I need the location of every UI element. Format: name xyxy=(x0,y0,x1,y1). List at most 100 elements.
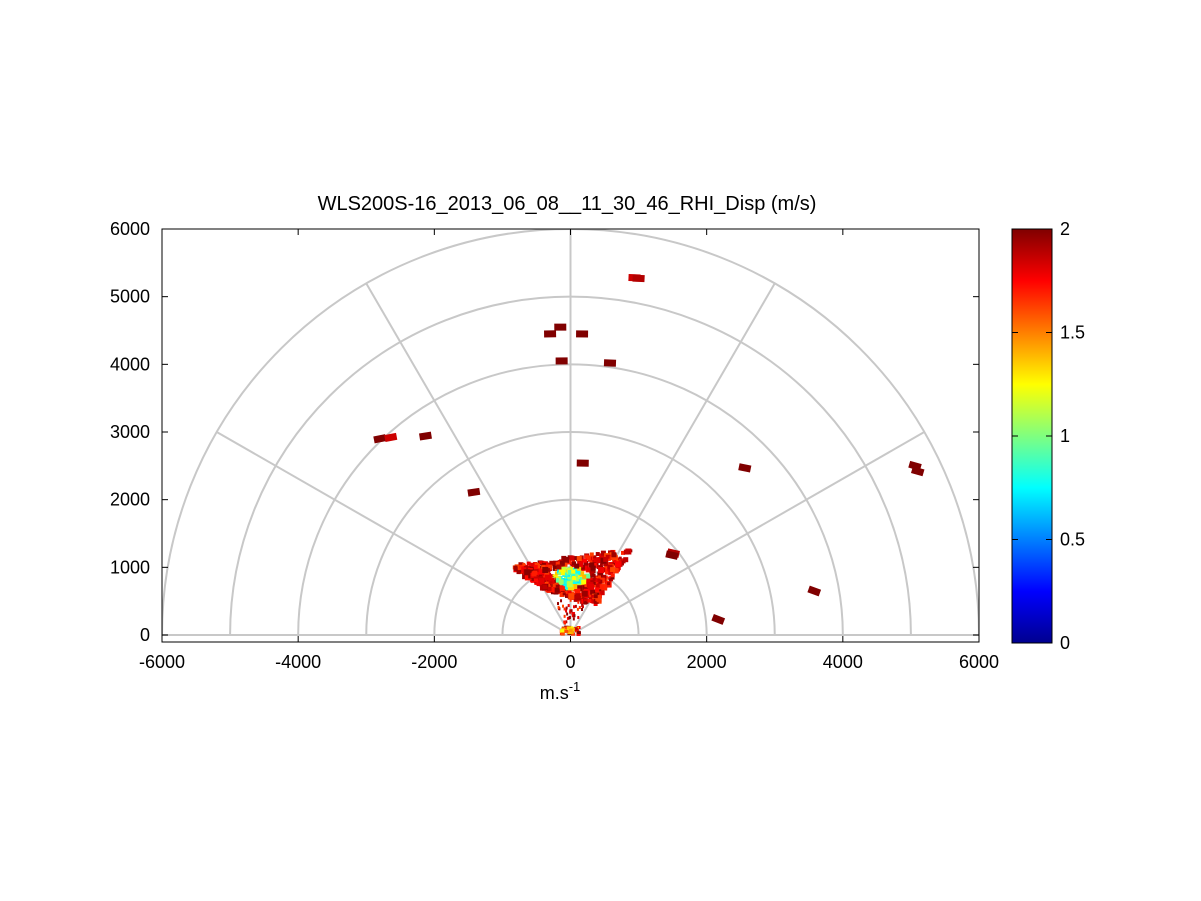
near-ray-cell xyxy=(572,605,575,609)
cluster-cell xyxy=(587,598,592,603)
cluster-cell xyxy=(589,552,594,557)
cluster-cell xyxy=(605,568,612,575)
cluster-cell xyxy=(590,565,596,571)
data-points xyxy=(373,273,925,625)
cluster-cell xyxy=(610,573,615,578)
cluster-cell xyxy=(570,595,575,600)
cluster-cell xyxy=(579,571,585,577)
cluster-cell xyxy=(610,567,616,573)
cluster-cell xyxy=(566,559,572,565)
cluster-cell xyxy=(554,587,560,593)
colorbar-tick-label: 1.5 xyxy=(1060,323,1085,343)
cluster-cell xyxy=(595,594,602,601)
data-point xyxy=(910,466,925,477)
cluster-cell xyxy=(605,554,610,559)
cluster-cell xyxy=(549,575,553,579)
cluster-cell xyxy=(618,556,622,560)
cluster-cell xyxy=(577,566,582,571)
data-point xyxy=(665,550,679,560)
cluster-cell xyxy=(571,561,576,566)
y-tick-label: 5000 xyxy=(110,287,150,307)
cluster-cell xyxy=(542,566,549,573)
cluster-cell xyxy=(575,593,581,599)
cluster-cell xyxy=(581,590,588,597)
cluster-cell xyxy=(597,575,601,579)
origin-cell xyxy=(564,626,569,630)
near-ray-cell xyxy=(565,609,568,613)
cluster-cell xyxy=(588,583,595,590)
cluster-cell xyxy=(531,571,537,577)
colorbar-axis: 0 0.5 1 1.5 2 xyxy=(1012,219,1085,653)
near-ray-cell xyxy=(572,617,575,621)
cluster-cell xyxy=(552,574,558,580)
cluster-cell xyxy=(581,598,585,602)
cluster-cell xyxy=(591,562,597,568)
cluster-cell xyxy=(593,598,599,604)
near-ray-cell xyxy=(573,612,576,616)
near-ray-cell xyxy=(574,604,577,608)
cluster-cell xyxy=(544,562,549,567)
data-point xyxy=(576,459,589,467)
cluster-cell xyxy=(580,577,586,583)
cluster-cell xyxy=(604,575,608,579)
origin-cell xyxy=(573,627,578,631)
cluster-cell xyxy=(564,572,569,577)
x-tick-label: -4000 xyxy=(275,652,321,672)
cluster-cell xyxy=(554,571,559,576)
near-ray-cell xyxy=(581,608,584,612)
cluster-cell xyxy=(569,555,575,561)
cluster-cell xyxy=(590,594,594,598)
cluster-cell xyxy=(593,602,598,607)
near-ray-cell xyxy=(567,604,570,608)
near-ray-cell xyxy=(557,605,560,609)
cluster-cell xyxy=(588,595,593,600)
colorbar xyxy=(1011,228,1053,644)
cluster-cell xyxy=(607,582,611,586)
cluster-cell xyxy=(533,578,538,583)
cluster-cell xyxy=(593,558,598,563)
origin-cell xyxy=(576,631,581,635)
cluster-cell xyxy=(524,574,531,581)
cluster-cell xyxy=(581,579,587,585)
cluster-cell xyxy=(547,564,553,570)
cluster-cell xyxy=(596,557,603,564)
cluster-cell xyxy=(574,588,581,595)
cluster-cell xyxy=(559,591,565,597)
cluster-cell xyxy=(576,556,582,562)
cluster-cell xyxy=(549,560,555,566)
data-point xyxy=(384,432,398,442)
origin-cell xyxy=(568,629,573,633)
near-ray-cell xyxy=(573,614,576,618)
polar-grid xyxy=(162,229,979,636)
cluster-cell xyxy=(582,558,587,563)
origin-cell xyxy=(576,632,581,636)
x-axis-label-base: m.s xyxy=(540,683,569,703)
cluster-cell xyxy=(563,556,570,563)
near-ray-cell xyxy=(566,616,569,620)
y-tick-label: 3000 xyxy=(110,422,150,442)
cluster-cell xyxy=(553,565,557,569)
cluster-cell xyxy=(595,587,600,592)
cluster-cell xyxy=(585,573,591,579)
cluster-cell xyxy=(575,569,581,575)
cluster-cell xyxy=(583,561,588,566)
x-tick-label: 2000 xyxy=(687,652,727,672)
colorbar-tick-label: 1 xyxy=(1060,426,1070,446)
cluster-cell xyxy=(589,562,595,568)
cluster-cell xyxy=(572,583,578,589)
y-axis: 0 1000 2000 3000 4000 5000 6000 xyxy=(110,219,979,645)
cluster-cell xyxy=(591,573,596,578)
cluster-cell xyxy=(623,549,629,555)
cluster-cell xyxy=(555,584,559,588)
cluster-cell xyxy=(577,561,584,568)
cluster-cell xyxy=(569,566,573,570)
near-ray-cell xyxy=(568,616,571,620)
y-tick-label: 2000 xyxy=(110,490,150,510)
data-point xyxy=(738,463,752,473)
cluster-cell xyxy=(569,579,574,584)
cluster-cell xyxy=(608,576,612,580)
near-ray-cell xyxy=(584,600,587,604)
near-ray-cell xyxy=(571,614,574,618)
data-point xyxy=(544,330,557,338)
cluster-cell xyxy=(595,552,600,557)
